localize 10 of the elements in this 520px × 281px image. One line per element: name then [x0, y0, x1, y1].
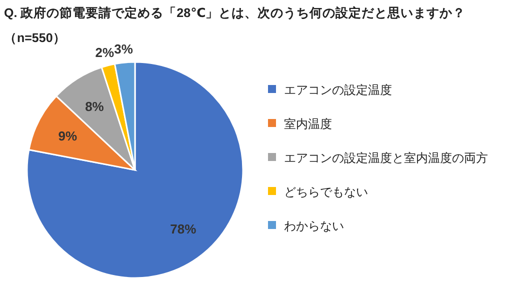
- legend-label: どちらでもない: [284, 185, 368, 199]
- data-label: 9%: [58, 128, 78, 144]
- chart-title: Q. 政府の節電要請で定める「28℃」とは、次のうち何の設定だと思いますか？: [4, 5, 466, 20]
- chart-subtitle: （n=550）: [4, 31, 66, 45]
- legend-label: わからない: [284, 219, 344, 233]
- data-label: 3%: [114, 42, 134, 56]
- data-label: 2%: [95, 44, 114, 60]
- legend-label: 室内温度: [284, 117, 332, 131]
- data-label: 78%: [170, 221, 197, 236]
- data-label: 8%: [85, 99, 104, 114]
